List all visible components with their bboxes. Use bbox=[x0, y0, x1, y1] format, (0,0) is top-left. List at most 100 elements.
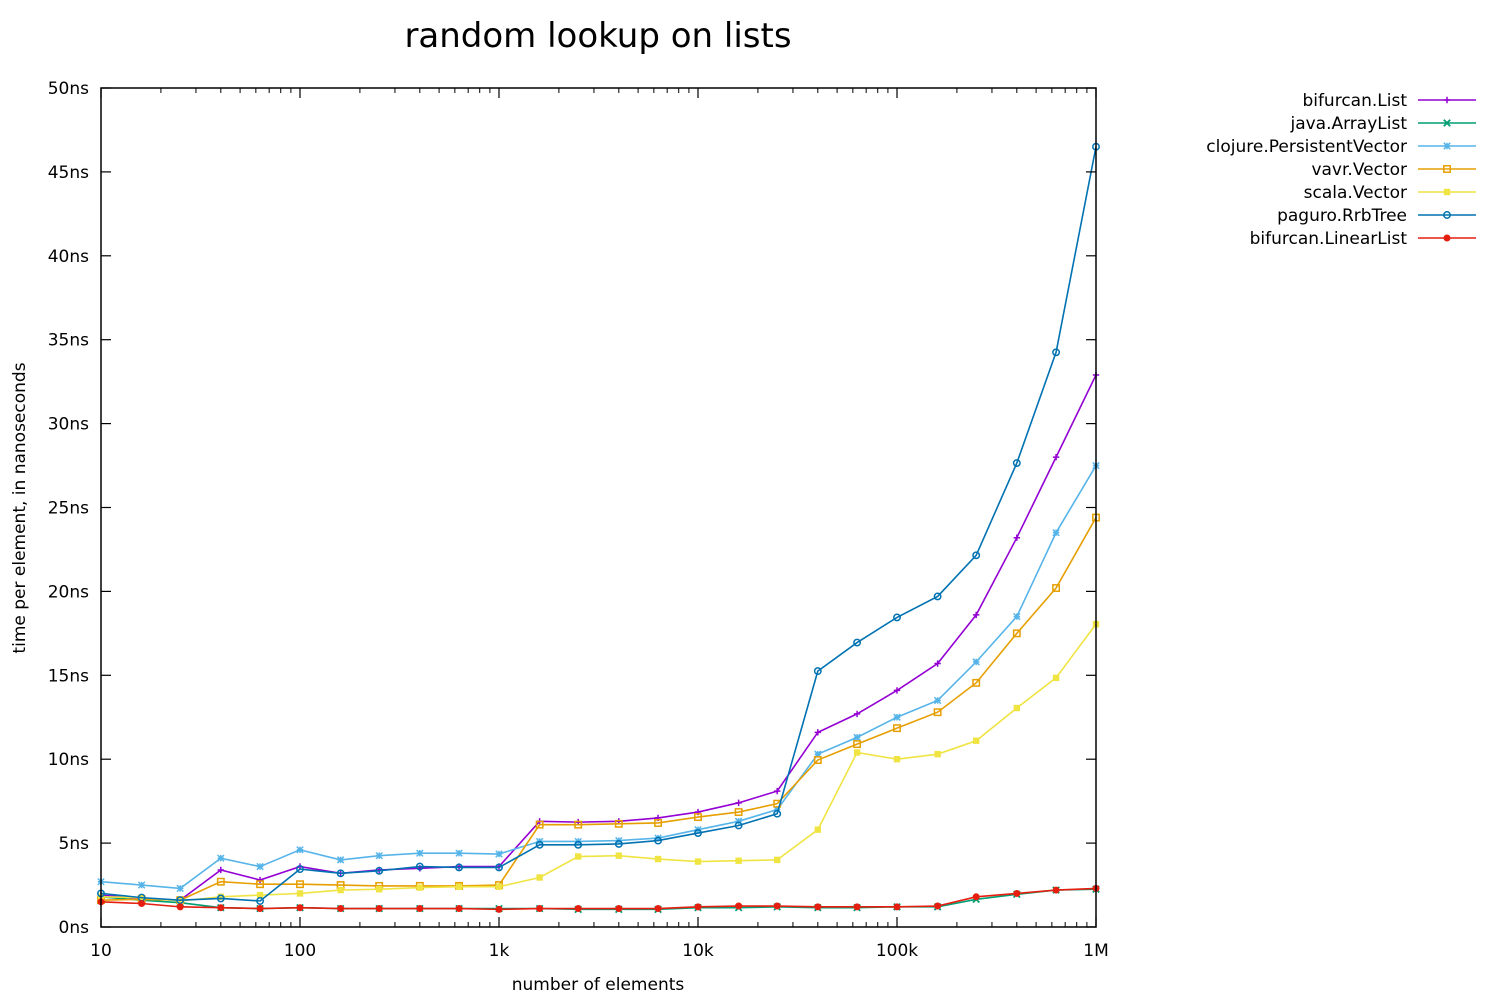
legend: bifurcan.List java.ArrayList clojure.Persi… bbox=[1206, 91, 1476, 249]
data-point-clojure-persistentvector bbox=[375, 851, 383, 860]
data-point-bifurcan-list bbox=[1013, 534, 1021, 541]
legend-entry-paguro-rrbtree: paguro.RrbTree bbox=[1277, 206, 1476, 226]
data-point-bifurcan-list bbox=[217, 866, 225, 874]
plot-area bbox=[97, 142, 1100, 914]
data-point-scala-vector bbox=[416, 884, 424, 891]
y-tick-label: 50ns bbox=[48, 79, 89, 99]
y-tick-label: 15ns bbox=[48, 666, 89, 686]
data-point-bifurcan-linearlist bbox=[893, 903, 901, 911]
y-tick-label: 10ns bbox=[48, 750, 89, 770]
data-point-bifurcan-list bbox=[1052, 453, 1060, 461]
data-point-scala-vector bbox=[574, 853, 582, 860]
data-point-bifurcan-linearlist bbox=[972, 893, 980, 901]
series-scala-vector bbox=[97, 620, 1100, 905]
data-point-bifurcan-linearlist bbox=[138, 900, 146, 908]
data-point-clojure-persistentvector bbox=[853, 733, 861, 742]
y-tick-label: 0ns bbox=[59, 918, 90, 938]
y-tick-label: 20ns bbox=[48, 582, 89, 602]
legend-entry-bifurcan-linearlist: bifurcan.LinearList bbox=[1250, 229, 1476, 249]
y-tick-label: 25ns bbox=[48, 499, 89, 519]
data-point-paguro-rrbtree bbox=[375, 866, 384, 875]
y-tick-label: 40ns bbox=[48, 247, 89, 267]
data-point-clojure-persistentvector bbox=[256, 862, 264, 871]
data-point-scala-vector bbox=[934, 750, 941, 758]
data-point-paguro-rrbtree bbox=[495, 863, 503, 872]
data-point-clojure-persistentvector bbox=[137, 881, 146, 889]
data-point-bifurcan-linearlist bbox=[654, 905, 662, 913]
legend-label: vavr.Vector bbox=[1311, 160, 1407, 180]
data-point-bifurcan-linearlist bbox=[375, 905, 383, 913]
data-point-scala-vector bbox=[735, 857, 742, 864]
legend-label: paguro.RrbTree bbox=[1277, 206, 1407, 226]
data-point-clojure-persistentvector bbox=[972, 658, 980, 666]
data-point-scala-vector bbox=[455, 883, 463, 890]
y-tick-label: 30ns bbox=[48, 415, 89, 435]
data-point-paguro-rrbtree bbox=[893, 613, 901, 622]
data-point-vavr-vector bbox=[813, 756, 822, 764]
data-point-scala-vector bbox=[972, 737, 980, 744]
x-axis-label: number of elements bbox=[512, 975, 685, 995]
legend-label: bifurcan.LinearList bbox=[1250, 229, 1408, 249]
data-point-clojure-persistentvector bbox=[296, 846, 304, 854]
data-point-clojure-persistentvector bbox=[893, 713, 901, 721]
data-point-vavr-vector bbox=[256, 880, 265, 889]
data-point-scala-vector bbox=[375, 886, 383, 893]
data-point-paguro-rrbtree bbox=[654, 836, 663, 845]
y-tick-label: 35ns bbox=[48, 331, 89, 351]
data-point-scala-vector bbox=[495, 883, 503, 890]
data-point-clojure-persistentvector bbox=[416, 849, 424, 857]
data-point-clojure-persistentvector bbox=[933, 696, 942, 705]
data-point-vavr-vector bbox=[535, 820, 544, 829]
data-point-scala-vector bbox=[296, 890, 304, 897]
data-point-clojure-persistentvector bbox=[336, 856, 345, 864]
data-point-vavr-vector bbox=[614, 819, 623, 828]
data-point-bifurcan-linearlist bbox=[574, 905, 582, 913]
data-point-bifurcan-list bbox=[814, 729, 822, 736]
data-point-paguro-rrbtree bbox=[853, 638, 862, 647]
series-line-bifurcan-linearlist bbox=[100, 887, 1097, 911]
data-point-clojure-persistentvector bbox=[455, 849, 463, 857]
y-axis-label: time per element, in nanoseconds bbox=[10, 362, 30, 653]
data-point-bifurcan-linearlist bbox=[217, 904, 225, 912]
data-point-paguro-rrbtree bbox=[296, 865, 304, 874]
data-point-bifurcan-list bbox=[256, 876, 264, 884]
data-point-bifurcan-linearlist bbox=[296, 904, 304, 912]
x-tick-label: 10k bbox=[682, 941, 714, 961]
data-point-paguro-rrbtree bbox=[336, 869, 345, 878]
data-point-vavr-vector bbox=[1052, 584, 1061, 592]
data-point-bifurcan-list bbox=[893, 687, 901, 694]
series-line-bifurcan-list bbox=[100, 374, 1097, 901]
data-point-bifurcan-linearlist bbox=[1013, 889, 1021, 897]
x-tick-label: 100k bbox=[876, 941, 918, 961]
data-point-vavr-vector bbox=[893, 724, 901, 733]
data-point-paguro-rrbtree bbox=[176, 896, 185, 905]
series-bifurcan-linearlist bbox=[97, 884, 1100, 913]
data-point-paguro-rrbtree bbox=[216, 894, 225, 903]
data-point-vavr-vector bbox=[216, 877, 225, 886]
data-point-paguro-rrbtree bbox=[972, 551, 981, 560]
x-tick-label: 1M bbox=[1083, 941, 1108, 961]
data-point-scala-vector bbox=[694, 858, 702, 865]
data-point-clojure-persistentvector bbox=[814, 750, 822, 758]
data-point-paguro-rrbtree bbox=[415, 862, 424, 871]
data-point-bifurcan-list bbox=[972, 611, 980, 619]
data-point-vavr-vector bbox=[296, 880, 304, 889]
data-point-paguro-rrbtree bbox=[813, 667, 822, 676]
legend-label: scala.Vector bbox=[1304, 183, 1407, 203]
legend-entry-scala-vector: scala.Vector bbox=[1304, 183, 1476, 203]
data-point-bifurcan-list bbox=[773, 787, 781, 795]
data-point-scala-vector bbox=[536, 874, 543, 881]
legend-marker bbox=[1443, 142, 1451, 150]
data-point-vavr-vector bbox=[933, 708, 942, 717]
data-point-scala-vector bbox=[217, 893, 225, 900]
data-point-paguro-rrbtree bbox=[1052, 348, 1061, 357]
data-point-paguro-rrbtree bbox=[734, 821, 743, 830]
series-line-clojure-persistentvector bbox=[100, 465, 1097, 890]
legend-marker bbox=[1443, 165, 1451, 173]
legend-marker bbox=[1443, 119, 1451, 127]
legend-marker bbox=[1443, 234, 1451, 242]
data-point-clojure-persistentvector bbox=[734, 817, 743, 826]
data-point-bifurcan-linearlist bbox=[814, 903, 822, 911]
data-point-bifurcan-list bbox=[735, 799, 742, 807]
